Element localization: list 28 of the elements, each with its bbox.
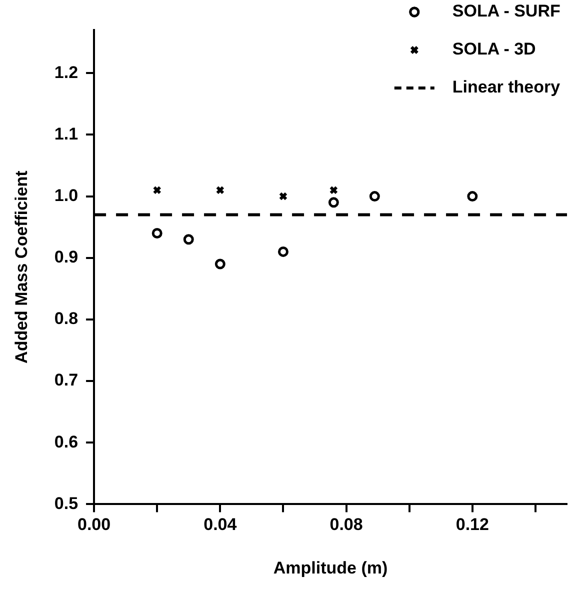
point [183,234,194,245]
point [369,191,380,202]
legend-label: SOLA - SURF [452,2,560,21]
point [328,197,339,208]
x-axis-title: Amplitude (m) [273,558,388,578]
point [216,186,224,194]
y-tick-label: 0.6 [54,432,78,452]
point [152,186,162,194]
y-tick-label: 0.7 [54,370,78,390]
point [278,246,288,257]
legend-label: Linear theory [452,78,561,97]
y-tick-label: 0.5 [54,494,78,513]
y-axis-title: Added Mass Coefficient [12,170,31,364]
x-tick-label: 0.08 [330,515,363,534]
y-tick-label: 1.0 [54,186,78,205]
x-tick-label: 0.12 [456,515,489,534]
point [329,186,338,194]
y-tick-label: 0.9 [54,248,78,267]
point [278,192,288,201]
point [152,228,162,238]
x-tick-label: 0.00 [77,515,111,534]
y-tick-label: 0.8 [54,309,78,328]
y-tick-label: 1.1 [54,124,78,144]
y-tick-label: 1.2 [54,62,78,82]
legend-label: SOLA - 3D [452,40,536,59]
point [467,191,478,202]
point [214,258,226,270]
x-tick-label: 0.04 [204,515,238,534]
